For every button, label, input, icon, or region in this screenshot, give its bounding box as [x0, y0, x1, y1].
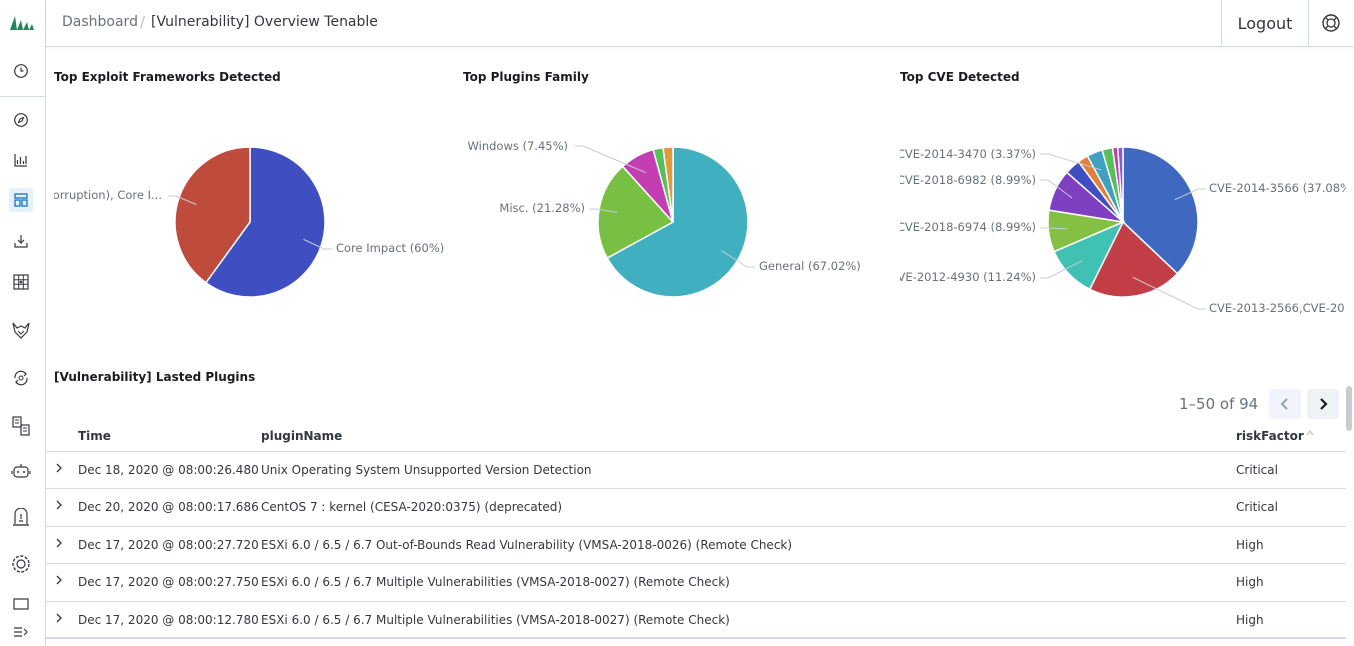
- cve-pie-chart[interactable]: CVE-2014-3566 (37.08%) CVE-2013-2566,CVE-…: [900, 100, 1346, 350]
- table-bottom-border: [46, 637, 1346, 638]
- clock-icon[interactable]: [9, 59, 33, 83]
- slice-label: Core Impact (60%): [336, 241, 444, 255]
- slice-label-connector: [721, 250, 755, 268]
- cell-plugin-name: Unix Operating System Unsupported Versio…: [261, 463, 592, 477]
- previous-page-button[interactable]: [1269, 389, 1301, 419]
- scrollbar-thumb[interactable]: [1346, 386, 1352, 431]
- pie-slice[interactable]: [662, 146, 674, 223]
- cell-risk-factor: Critical: [1236, 463, 1278, 477]
- next-page-button[interactable]: [1307, 389, 1339, 419]
- cve-panel-title: Top CVE Detected: [900, 70, 1020, 84]
- sort-ascending-icon: [1306, 430, 1314, 436]
- pie-slice[interactable]: [1116, 146, 1124, 223]
- document-transfer-icon[interactable]: [9, 414, 33, 438]
- chart-icon[interactable]: [9, 148, 33, 172]
- table-body: Dec 18, 2020 @ 08:00:26.480 Unix Operatin…: [46, 452, 1346, 639]
- expand-row-icon[interactable]: [54, 499, 64, 511]
- table-panel-title: [Vulnerability] Lasted Plugins: [54, 370, 256, 384]
- cell-risk-factor: High: [1236, 575, 1264, 590]
- plugins-table: Time pluginName riskFactor Dec 18, 2020 …: [46, 418, 1346, 639]
- slice-label: CVE-2013-2566,CVE-2015-2808: [1209, 301, 1346, 315]
- cell-time: Dec 17, 2020 @ 08:00:27.720: [78, 537, 259, 552]
- sidebar-divider: [0, 96, 45, 97]
- exploit-panel-title: Top Exploit Frameworks Detected: [54, 70, 281, 84]
- sync-icon[interactable]: [9, 366, 33, 390]
- chevron-right-icon: [1320, 398, 1328, 410]
- top-header: Dashboard / [Vulnerability] Overview Ten…: [46, 0, 1354, 47]
- collapse-icon[interactable]: [9, 620, 33, 644]
- expand-row-icon[interactable]: [54, 574, 64, 586]
- pie-slice[interactable]: [174, 146, 251, 284]
- help-icon[interactable]: [1320, 12, 1342, 34]
- column-header-risk-factor[interactable]: riskFactor: [1236, 429, 1304, 443]
- table-row[interactable]: Dec 17, 2020 @ 08:00:27.750 ESXi 6.0 / 6.…: [46, 564, 1346, 602]
- page-title: [Vulnerability] Overview Tenable: [151, 14, 378, 30]
- slice-label: CVE-2014-3470 (3.37%): [900, 147, 1036, 161]
- cell-risk-factor: High: [1236, 612, 1264, 627]
- stack-icon[interactable]: [9, 598, 33, 610]
- grid-icon[interactable]: [9, 270, 33, 294]
- breadcrumb-dashboard[interactable]: Dashboard: [62, 14, 138, 30]
- table-row[interactable]: Dec 18, 2020 @ 08:00:26.480 Unix Operatin…: [46, 452, 1346, 490]
- logout-button[interactable]: Logout: [1221, 0, 1309, 46]
- expand-row-icon[interactable]: [54, 537, 64, 549]
- slice-label: Misc. (21.28%): [499, 201, 585, 215]
- pie-slice[interactable]: [1088, 220, 1179, 298]
- cell-plugin-name: ESXi 6.0 / 6.5 / 6.7 Multiple Vulnerabil…: [261, 612, 730, 627]
- cell-risk-factor: High: [1236, 537, 1264, 552]
- cell-plugin-name: ESXi 6.0 / 6.5 / 6.7 Out-of-Bounds Read …: [261, 537, 793, 552]
- slice-label-connector: [1040, 153, 1102, 171]
- slice-label: Windows (7.45%): [468, 139, 569, 153]
- cell-time: Dec 20, 2020 @ 08:00:17.686: [78, 500, 259, 515]
- expand-row-icon[interactable]: [54, 612, 64, 624]
- table-row[interactable]: Dec 20, 2020 @ 08:00:17.686 CentOS 7 : ke…: [46, 489, 1346, 527]
- table-row[interactable]: Dec 17, 2020 @ 08:00:12.780 ESXi 6.0 / 6.…: [46, 602, 1346, 639]
- slice-label: CVE-2018-6974 (8.99%): [900, 220, 1036, 234]
- dashboard-icon[interactable]: [9, 188, 33, 212]
- cell-plugin-name: CentOS 7 : kernel (CESA-2020:0375) (depr…: [261, 500, 563, 515]
- gear-icon[interactable]: [9, 552, 33, 576]
- monitor-icon[interactable]: [9, 506, 33, 530]
- expand-row-icon[interactable]: [54, 462, 64, 474]
- slice-label-connector: [1040, 260, 1083, 279]
- slice-label-connector: [303, 238, 332, 250]
- compass-icon[interactable]: [9, 108, 33, 132]
- pie-slice[interactable]: [606, 146, 749, 298]
- column-header-plugin-name[interactable]: pluginName: [261, 429, 343, 443]
- app-logo[interactable]: [8, 10, 36, 34]
- download-icon[interactable]: [9, 229, 33, 253]
- slice-label-connector: [589, 208, 618, 214]
- slice-label: Memory Corruption), Core I...: [54, 188, 162, 202]
- plugins-pie-chart[interactable]: General (67.02%) Misc. (21.28%) Windows (7…: [463, 100, 883, 350]
- cell-time: Dec 17, 2020 @ 08:00:27.750: [78, 575, 259, 590]
- chevron-left-icon: [1280, 398, 1288, 410]
- table-header-row: Time pluginName riskFactor: [46, 418, 1346, 452]
- side-nav: [0, 0, 46, 646]
- cell-time: Dec 18, 2020 @ 08:00:26.480: [78, 463, 259, 477]
- slice-label-connector: [1040, 227, 1068, 230]
- pagination-count: 1–50 of 94: [1179, 395, 1259, 413]
- pie-slice[interactable]: [1122, 146, 1199, 275]
- table-row[interactable]: Dec 17, 2020 @ 08:00:27.720 ESXi 6.0 / 6.…: [46, 527, 1346, 565]
- robot-icon[interactable]: [9, 460, 33, 484]
- breadcrumb-separator: /: [140, 13, 146, 31]
- slice-label-connector: [575, 145, 647, 174]
- slice-label-connector: [1174, 188, 1206, 201]
- fox-icon[interactable]: [9, 318, 33, 342]
- slice-label: CVE-2014-3566 (37.08%): [1209, 181, 1346, 195]
- cell-risk-factor: Critical: [1236, 500, 1278, 515]
- slice-label-connector: [1132, 276, 1206, 310]
- slice-label: CVE-2012-4930 (11.24%): [900, 270, 1036, 284]
- exploit-pie-chart[interactable]: Core Impact (60%) Memory Corruption), Cor…: [54, 100, 454, 350]
- cell-plugin-name: ESXi 6.0 / 6.5 / 6.7 Multiple Vulnerabil…: [261, 575, 730, 590]
- cell-time: Dec 17, 2020 @ 08:00:12.780: [78, 612, 259, 627]
- slice-label: CVE-2018-6982 (8.99%): [900, 173, 1036, 187]
- slice-label-connector: [168, 195, 197, 206]
- slice-label-connector: [1040, 179, 1073, 199]
- slice-label: General (67.02%): [759, 259, 861, 273]
- column-header-time[interactable]: Time: [78, 429, 111, 443]
- plugins-panel-title: Top Plugins Family: [463, 70, 589, 84]
- pie-slice[interactable]: [204, 146, 326, 298]
